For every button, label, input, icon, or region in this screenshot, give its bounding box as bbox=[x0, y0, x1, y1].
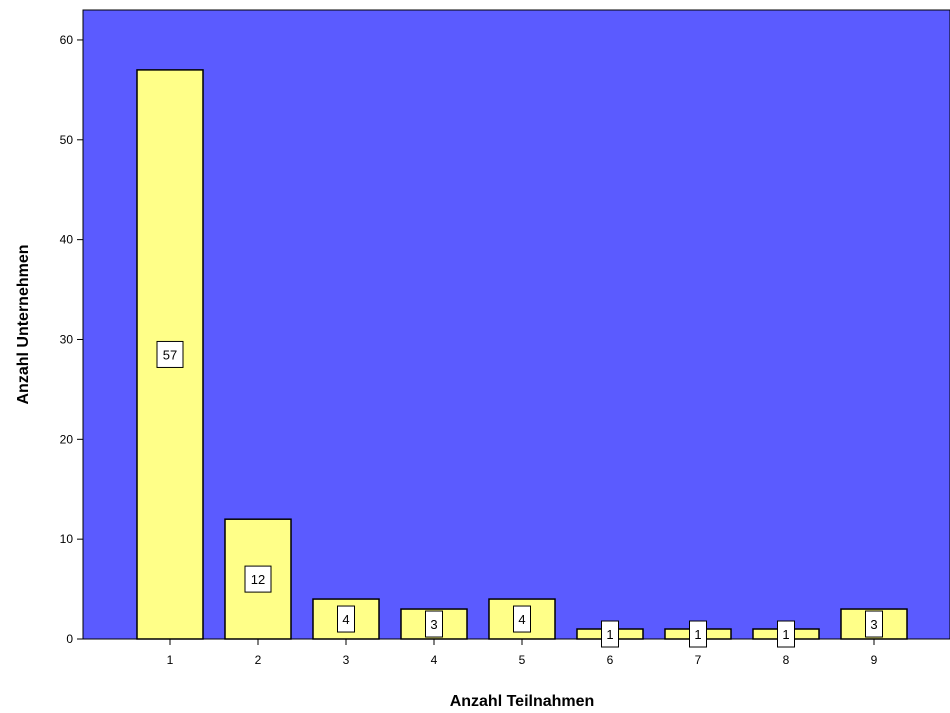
data-label-text: 1 bbox=[782, 627, 789, 642]
data-labels: 57 12 4 3 4 1 1 1 3 bbox=[156, 340, 883, 648]
y-axis-title: Anzahl Unternehmen bbox=[15, 244, 32, 404]
data-label: 57 bbox=[156, 340, 184, 368]
data-label-box bbox=[425, 610, 443, 638]
x-tick-label: 4 bbox=[431, 653, 438, 667]
data-label-text: 3 bbox=[430, 617, 437, 632]
data-label-text: 12 bbox=[251, 572, 265, 587]
data-label: 1 bbox=[601, 620, 619, 648]
data-label-box bbox=[337, 605, 355, 633]
x-tick-label: 5 bbox=[519, 653, 526, 667]
data-label: 3 bbox=[425, 610, 443, 638]
x-tick-label: 2 bbox=[255, 653, 262, 667]
plot-area bbox=[82, 9, 950, 640]
y-tick-label: 30 bbox=[60, 332, 74, 346]
x-tick-label: 8 bbox=[783, 653, 790, 667]
y-tick-label: 20 bbox=[60, 432, 74, 446]
y-axis: 0 10 20 30 40 50 60 bbox=[60, 10, 84, 646]
data-label-text: 4 bbox=[518, 612, 525, 627]
x-axis-title: Anzahl Teilnahmen bbox=[450, 693, 595, 710]
data-label: 3 bbox=[865, 610, 883, 638]
data-label-text: 1 bbox=[606, 627, 613, 642]
data-label: 1 bbox=[689, 620, 707, 648]
data-label-text: 1 bbox=[694, 627, 701, 642]
y-tick-label: 60 bbox=[60, 33, 74, 47]
data-label-box bbox=[601, 620, 619, 648]
y-tick-label: 0 bbox=[66, 632, 73, 646]
data-label-box bbox=[244, 565, 272, 593]
data-label: 4 bbox=[337, 605, 355, 633]
y-tick-label: 40 bbox=[60, 233, 74, 247]
data-label-box bbox=[689, 620, 707, 648]
y-tick-label: 10 bbox=[60, 532, 74, 546]
x-tick-label: 3 bbox=[343, 653, 350, 667]
data-label: 1 bbox=[777, 620, 795, 648]
data-label-text: 3 bbox=[870, 617, 877, 632]
data-label-box bbox=[156, 340, 184, 368]
x-tick-label: 6 bbox=[607, 653, 614, 667]
data-label-box bbox=[865, 610, 883, 638]
x-tick-label: 7 bbox=[695, 653, 702, 667]
y-tick-label: 50 bbox=[60, 133, 74, 147]
data-label-text: 4 bbox=[342, 612, 349, 627]
x-axis: 1 2 3 4 5 6 7 8 9 bbox=[83, 638, 950, 667]
data-label-box bbox=[777, 620, 795, 648]
x-tick-label: 9 bbox=[871, 653, 878, 667]
data-label: 4 bbox=[513, 605, 531, 633]
data-label: 12 bbox=[244, 565, 272, 593]
data-label-box bbox=[513, 605, 531, 633]
data-label-text: 57 bbox=[163, 347, 177, 362]
bars bbox=[136, 69, 908, 640]
x-tick-label: 1 bbox=[167, 653, 174, 667]
